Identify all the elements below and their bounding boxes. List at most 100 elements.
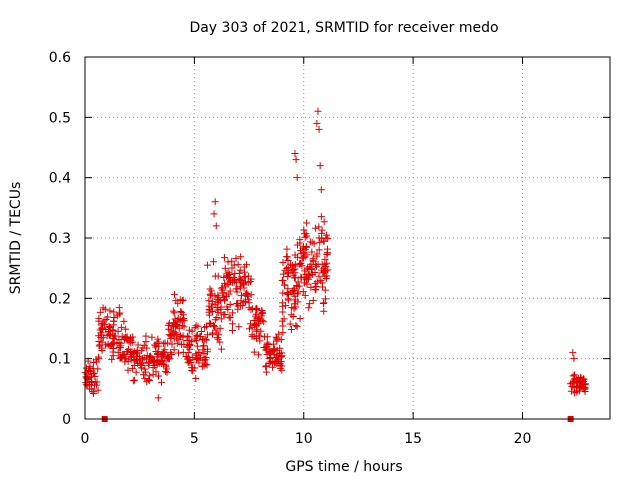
data-point <box>180 323 188 331</box>
data-point <box>140 371 148 379</box>
data-point <box>117 323 125 331</box>
data-point <box>188 327 196 335</box>
data-point <box>160 340 168 348</box>
data-point <box>154 358 162 366</box>
x-axis-label: GPS time / hours <box>285 459 402 475</box>
data-point <box>203 361 211 369</box>
data-point <box>314 107 322 115</box>
data-point <box>315 125 323 133</box>
data-point <box>305 304 313 312</box>
data-point <box>256 332 264 340</box>
data-point <box>279 270 287 278</box>
data-point <box>124 366 132 374</box>
data-point <box>315 223 323 231</box>
data-point <box>240 280 248 288</box>
data-point <box>316 238 324 246</box>
data-point <box>170 346 178 354</box>
y-tick-label: 0.1 <box>49 352 71 368</box>
data-point <box>199 346 207 354</box>
data-point <box>217 345 225 353</box>
data-point <box>109 352 117 360</box>
data-point <box>309 256 317 264</box>
data-point <box>253 306 261 314</box>
data-point <box>202 322 210 330</box>
data-point <box>211 322 219 330</box>
data-point <box>220 254 228 262</box>
data-point <box>212 222 220 230</box>
data-point <box>322 295 330 303</box>
data-point <box>283 264 291 272</box>
data-point <box>146 372 154 380</box>
data-point <box>568 379 576 387</box>
data-point <box>247 275 255 283</box>
data-point <box>152 368 160 376</box>
data-point <box>170 319 178 327</box>
data-point <box>315 246 323 254</box>
data-point <box>235 269 243 277</box>
data-point <box>154 394 162 402</box>
data-point <box>176 331 184 339</box>
data-point <box>105 342 113 350</box>
data-point <box>183 332 191 340</box>
data-point <box>239 302 247 310</box>
data-point <box>308 248 316 256</box>
data-point <box>266 355 274 363</box>
data-point <box>208 303 216 311</box>
data-point <box>303 219 311 227</box>
data-point <box>199 335 207 343</box>
data-point <box>174 299 182 307</box>
data-point <box>297 249 305 257</box>
data-point <box>320 307 328 315</box>
data-point <box>214 309 222 317</box>
data-point <box>154 335 162 343</box>
data-point <box>221 279 229 287</box>
data-point <box>279 289 287 297</box>
data-point <box>306 300 314 308</box>
data-point <box>217 284 225 292</box>
data-point <box>228 257 236 265</box>
data-point <box>581 380 589 388</box>
data-point <box>301 291 309 299</box>
data-point <box>202 360 210 368</box>
data-point <box>240 298 248 306</box>
data-points <box>81 107 589 422</box>
data-point <box>265 348 273 356</box>
data-point <box>209 258 217 266</box>
data-point <box>115 310 123 318</box>
data-point <box>272 333 280 341</box>
data-point <box>301 233 309 241</box>
data-point <box>242 261 250 269</box>
y-tick-label: 0.6 <box>49 50 71 66</box>
data-point <box>197 328 205 336</box>
data-point <box>123 334 131 342</box>
data-point <box>573 388 581 396</box>
data-point <box>174 314 182 322</box>
data-point <box>289 287 297 295</box>
data-point <box>180 317 188 325</box>
data-point <box>168 350 176 358</box>
data-point <box>227 277 235 285</box>
data-point <box>279 258 287 266</box>
data-point <box>311 268 319 276</box>
data-point <box>122 325 130 333</box>
data-point <box>279 322 287 330</box>
data-point <box>145 376 153 384</box>
data-point <box>248 323 256 331</box>
x-tick-label: 10 <box>295 431 313 447</box>
data-point <box>178 341 186 349</box>
data-point <box>320 218 328 226</box>
data-point <box>232 254 240 262</box>
data-point <box>292 156 300 164</box>
data-point <box>300 226 308 234</box>
data-point <box>303 280 311 288</box>
data-point <box>165 355 173 363</box>
data-point <box>132 368 140 376</box>
data-point <box>250 348 258 356</box>
data-point <box>292 303 300 311</box>
data-point <box>260 318 268 326</box>
data-point <box>291 150 299 158</box>
data-point <box>569 349 577 357</box>
data-point <box>134 349 142 357</box>
data-point <box>185 359 193 367</box>
data-point <box>263 333 271 341</box>
